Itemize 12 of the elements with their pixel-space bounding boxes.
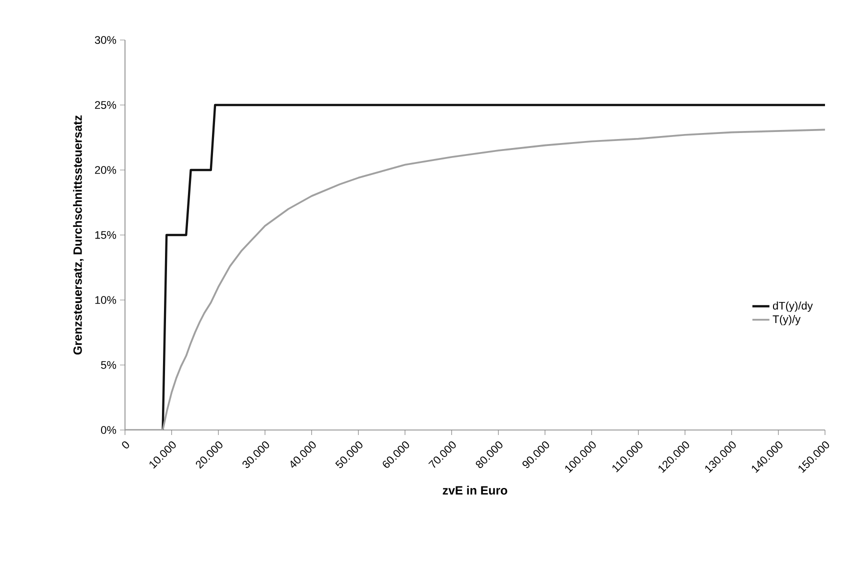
y-tick-label: 20% xyxy=(95,166,116,174)
y-tick-label: 25% xyxy=(95,101,116,109)
y-tick-label: 5% xyxy=(101,361,116,369)
y-tick-label: 0% xyxy=(101,426,116,434)
legend-label: dT(y)/dy xyxy=(772,302,813,312)
y-tick-label: 30% xyxy=(94,36,116,44)
y-tick-label: 10% xyxy=(95,296,116,304)
y-tick-label: 15% xyxy=(95,231,116,239)
x-tick-label: 0 xyxy=(122,441,130,448)
legend-label: T(y)/y xyxy=(772,314,801,326)
y-axis-title: Grenzsteuersatz, Durchschnittssteuersatz xyxy=(73,115,84,355)
x-axis-title: zvE in Euro xyxy=(442,486,508,495)
